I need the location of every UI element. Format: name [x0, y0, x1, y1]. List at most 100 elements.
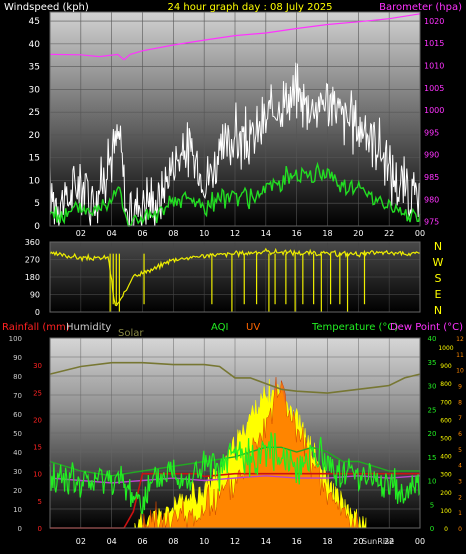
climate-x-tick-label: 22 — [384, 537, 394, 546]
barometer-tick-label: 1000 — [424, 106, 444, 115]
barometer-axis-label: Barometer (hpa) — [379, 2, 462, 13]
direction-tick-label: 360 — [25, 238, 40, 247]
humidity-tick-label: 70 — [13, 392, 22, 400]
climate-axes: 0102030405060708090100051015202530051015… — [9, 335, 464, 533]
rainfall-label: Rainfall (mm) — [2, 322, 70, 333]
dewpoint-label: Dew Point (°C) — [390, 322, 463, 333]
uv-tick-label: 1 — [458, 510, 462, 517]
climate-x-tick-label: 14 — [261, 537, 271, 546]
temperature-tick-label: 5 — [430, 501, 434, 509]
uv-tick-label: 0 — [458, 526, 462, 533]
uv-label: UV — [246, 322, 260, 333]
compass-label: N — [434, 240, 442, 253]
wind-direction-line — [49, 247, 421, 307]
rainfall-tick-label: 25 — [33, 389, 42, 397]
uv-tick-label: 4 — [458, 463, 462, 470]
compass-label: S — [435, 272, 442, 285]
uv-tick-label: 12 — [456, 336, 464, 343]
wind-x-axis: 02 04 06 08 10 12 14 16 18 20 22 00 — [76, 229, 425, 238]
humidity-tick-label: 50 — [13, 430, 22, 438]
wind-left-tick-label: 20 — [29, 131, 41, 141]
wind-series-group — [49, 13, 421, 227]
uv-tick-label: 5 — [458, 447, 462, 454]
compass-label: W — [433, 256, 444, 269]
wind-x-tick-label: 12 — [230, 229, 240, 238]
barometer-line — [49, 13, 421, 61]
barometer-tick-label: 990 — [424, 151, 439, 160]
uv-tick-label: 6 — [458, 431, 462, 438]
wind-left-axis: 0 5 10 15 20 25 30 35 40 45 — [29, 17, 41, 232]
wind-x-tick-label: 10 — [199, 229, 209, 238]
climate-panel-frame — [49, 337, 421, 529]
wind-panel-frame — [49, 11, 421, 227]
barometer-tick-label: 985 — [424, 173, 439, 182]
barometer-right-axis: 975 980 985 990 995 1000 1005 1010 1015 1020 — [424, 17, 444, 227]
direction-left-axis: 0 90 180 270 360 — [25, 238, 40, 317]
barometer-tick-label: 975 — [424, 218, 439, 227]
wind-left-tick-label: 25 — [29, 108, 40, 118]
temperature-tick-label: 35 — [428, 359, 437, 367]
humidity-tick-label: 30 — [13, 468, 22, 476]
climate-x-tick-label: 04 — [107, 537, 117, 546]
wind-left-tick-label: 40 — [29, 40, 41, 50]
climate-x-tick-label: 02 — [76, 537, 86, 546]
humidity-tick-label: 10 — [13, 506, 22, 514]
climate-x-tick-label: 10 — [199, 537, 209, 546]
barometer-tick-label: 980 — [424, 195, 439, 204]
chart-title: 24 hour graph day : 08 July 2025 — [167, 2, 332, 13]
wind-x-tick-label: 20 — [353, 229, 363, 238]
aqi-line — [49, 432, 421, 515]
wind-x-tick-label: 04 — [107, 229, 117, 238]
rainfall-tick-label: 30 — [33, 362, 42, 370]
direction-tick-label: 0 — [35, 308, 40, 317]
humidity-tick-label: 80 — [13, 373, 22, 381]
climate-x-tick-label: 00 — [415, 537, 425, 546]
solar-tick-label: 600 — [440, 417, 452, 424]
climate-x-axis: 02 04 06 08 10 12 14 16 18 20 22 00 — [76, 537, 425, 546]
humidity-tick-label: 20 — [13, 487, 22, 495]
humidity-line — [49, 361, 421, 394]
sunrise-label: SunRise — [362, 537, 394, 546]
uv-tick-label: 7 — [458, 415, 462, 422]
climate-series-group — [49, 361, 421, 529]
uv-tick-label: 9 — [458, 384, 462, 391]
climate-x-tick-label: 16 — [292, 537, 302, 546]
barometer-tick-label: 995 — [424, 128, 439, 137]
direction-tick-label: 90 — [30, 291, 40, 300]
humidity-label: Humidity — [66, 322, 111, 333]
solar-tick-label: 0 — [444, 526, 448, 533]
temperature-tick-label: 0 — [430, 525, 434, 533]
solar-tick-label: 300 — [440, 472, 452, 479]
uv-tick-label: 2 — [458, 494, 462, 501]
wind-average-line — [49, 161, 421, 227]
temperature-tick-label: 40 — [428, 335, 437, 343]
direction-panel-frame — [49, 241, 421, 313]
compass-label: N — [434, 304, 442, 317]
direction-tick-label: 180 — [25, 273, 40, 282]
wind-left-tick-label: 5 — [34, 199, 40, 209]
wind-x-tick-label: 14 — [261, 229, 271, 238]
temperature-tick-label: 20 — [428, 430, 437, 438]
solar-tick-label: 900 — [440, 363, 452, 370]
uv-tick-label: 10 — [456, 368, 464, 375]
wind-x-tick-label: 22 — [384, 229, 394, 238]
barometer-tick-label: 1005 — [424, 84, 444, 93]
barometer-tick-label: 1015 — [424, 39, 444, 48]
solar-tick-label: 1000 — [438, 345, 453, 352]
barometer-tick-label: 1020 — [424, 17, 444, 26]
wind-left-tick-label: 10 — [29, 176, 41, 186]
wind-x-tick-label: 00 — [415, 229, 425, 238]
rainfall-tick-label: 10 — [33, 471, 42, 479]
solar-tick-label: 500 — [440, 436, 452, 443]
wind-x-tick-label: 18 — [322, 229, 332, 238]
wind-x-tick-label: 08 — [168, 229, 178, 238]
humidity-tick-label: 90 — [13, 354, 22, 362]
climate-x-tick-label: 08 — [168, 537, 178, 546]
temperature-tick-label: 10 — [428, 478, 437, 486]
humidity-tick-label: 0 — [18, 525, 22, 533]
rainfall-tick-label: 5 — [38, 498, 42, 506]
solar-tick-label: 100 — [440, 508, 452, 515]
wind-x-tick-label: 06 — [137, 229, 147, 238]
